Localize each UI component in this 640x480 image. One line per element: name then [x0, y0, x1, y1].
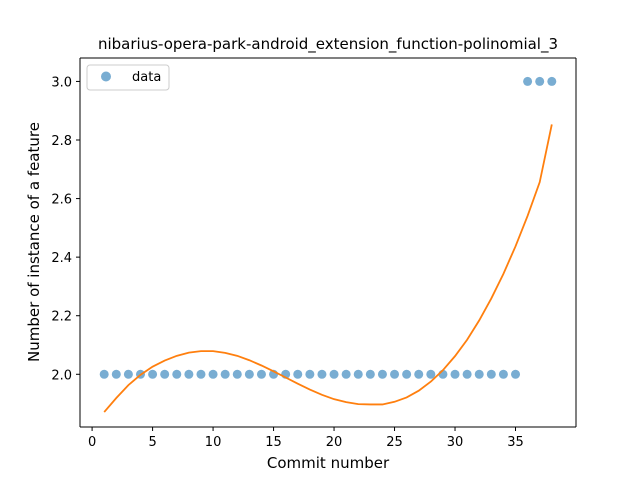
data-point — [184, 369, 194, 379]
data-point — [523, 76, 533, 86]
data-point — [426, 369, 436, 379]
data-point — [148, 369, 158, 379]
data-point — [293, 369, 303, 379]
plot-area — [80, 58, 576, 427]
data-point — [390, 369, 400, 379]
data-point — [547, 76, 557, 86]
axes-layer — [79, 57, 577, 428]
data-point — [317, 369, 327, 379]
x-axis-title: Commit number — [267, 454, 390, 472]
x-tick-label: 20 — [326, 435, 343, 450]
data-point — [123, 369, 133, 379]
x-tick-label: 0 — [88, 435, 96, 450]
data-point — [353, 369, 363, 379]
series-layer — [99, 76, 557, 413]
data-point — [462, 369, 472, 379]
data-point — [450, 369, 460, 379]
ticks-layer: 0 5 10 15 20 25 30 35 2.0 2.2 2.4 2.6 2.8 3.0 — [51, 75, 523, 450]
x-tick-label: 10 — [205, 435, 222, 450]
data-point — [305, 369, 315, 379]
data-point — [511, 369, 521, 379]
x-tick-label: 35 — [507, 435, 524, 450]
data-point — [160, 369, 170, 379]
y-tick-label: 2.2 — [51, 310, 72, 325]
y-tick-label: 2.6 — [51, 193, 72, 208]
data-point — [111, 369, 121, 379]
data-point — [414, 369, 424, 379]
legend-marker-data — [101, 71, 111, 82]
x-tick-label: 25 — [386, 435, 403, 450]
data-point — [535, 76, 545, 86]
y-tick-label: 2.8 — [51, 134, 72, 149]
data-point — [474, 369, 484, 379]
x-tick-label: 5 — [148, 435, 156, 450]
data-point — [208, 369, 218, 379]
fit-curve-line — [103, 124, 553, 413]
data-point — [341, 369, 351, 379]
data-point — [99, 369, 109, 379]
y-axis-title: Number of instance of a feature — [25, 122, 43, 362]
x-tick-label: 15 — [265, 435, 282, 450]
data-point — [486, 369, 496, 379]
data-point — [377, 369, 387, 379]
y-tick-label: 3.0 — [51, 75, 72, 90]
legend-box — [86, 64, 170, 91]
data-point — [232, 369, 242, 379]
x-tick-label: 30 — [447, 435, 464, 450]
y-tick-label: 2.0 — [51, 368, 72, 383]
data-point — [196, 369, 206, 379]
data-point — [220, 369, 230, 379]
data-point — [365, 369, 375, 379]
chart-title: nibarius-opera-park-android_extension_fu… — [98, 35, 558, 54]
data-point — [256, 369, 266, 379]
legend: data — [86, 64, 170, 91]
legend-label-data: data — [132, 70, 161, 85]
data-point — [329, 369, 339, 379]
data-point — [244, 369, 254, 379]
data-point — [402, 369, 412, 379]
y-tick-label: 2.4 — [51, 251, 72, 266]
data-point — [498, 369, 508, 379]
data-point — [172, 369, 182, 379]
